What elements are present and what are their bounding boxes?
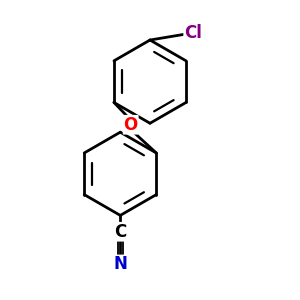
Text: Cl: Cl	[184, 24, 202, 42]
Text: C: C	[114, 223, 126, 241]
Text: O: O	[124, 116, 138, 134]
Text: N: N	[113, 255, 127, 273]
